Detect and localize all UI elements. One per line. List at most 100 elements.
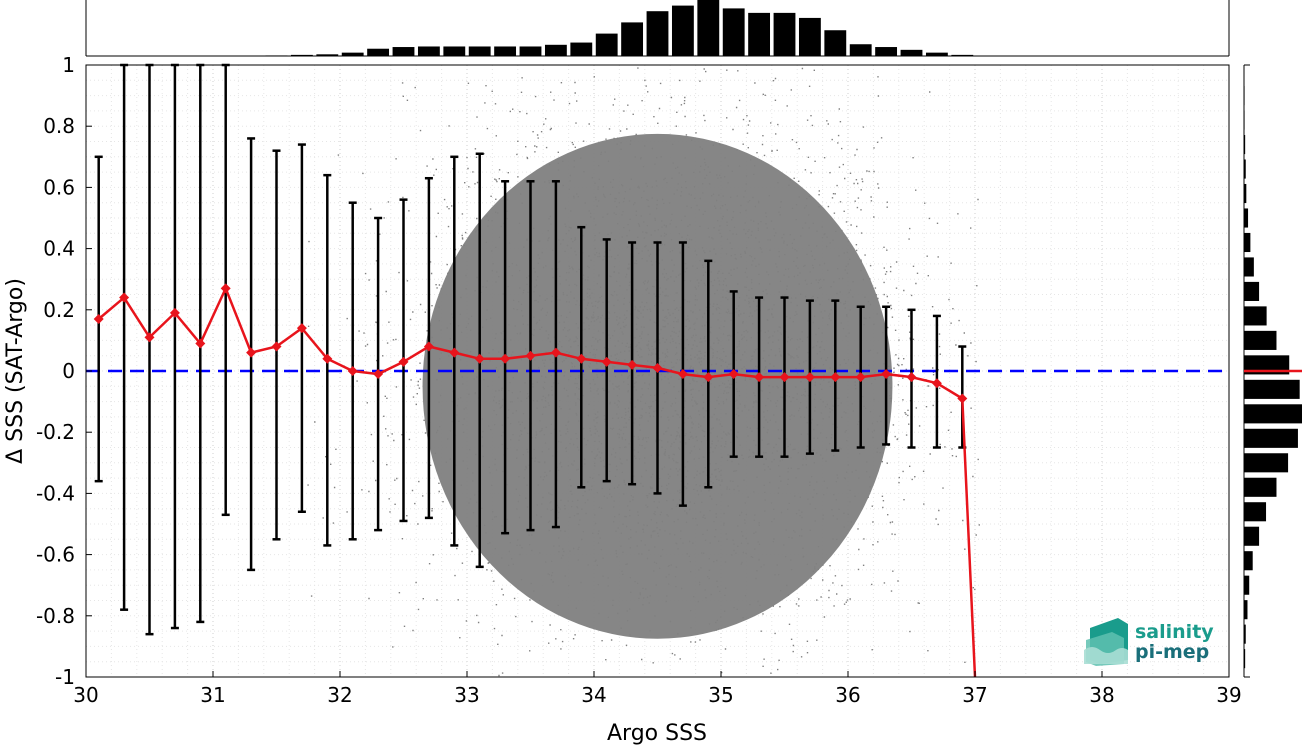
top-hist-bar: [265, 55, 288, 56]
mean-marker: [931, 378, 942, 389]
logo-text-salinity: salinity: [1135, 621, 1214, 643]
top-histogram: [85, 0, 1230, 57]
right-histogram: [1243, 64, 1302, 678]
y-ticks: 1 0.8 0.6 0.4 0.2 0 -0.2 -0.4 -0.6 -0.8 -1: [36, 53, 92, 689]
top-hist-bar: [367, 48, 390, 56]
binned-mean-markers: [93, 283, 968, 404]
top-hist-bar: [900, 49, 923, 56]
y-tick-label: 0.6: [43, 175, 75, 199]
mean-marker: [169, 307, 180, 318]
mean-marker: [754, 372, 765, 383]
right-hist-bar: [1244, 306, 1267, 326]
top-hist-bar: [798, 17, 821, 57]
mean-marker: [855, 372, 866, 383]
top-hist-bar: [671, 5, 694, 57]
y-tick-label: 0.8: [43, 114, 75, 138]
top-hist-bar: [468, 46, 491, 56]
right-hist-bar: [1244, 159, 1246, 179]
x-tick-label: 35: [708, 683, 733, 707]
top-hist-bar: [595, 33, 618, 56]
right-hist-bar: [1244, 404, 1302, 424]
mean-marker: [195, 338, 206, 349]
top-hist-bar: [417, 46, 440, 56]
top-hist-bar: [824, 30, 847, 56]
mean-marker: [373, 369, 384, 380]
y-tick-label: -0.2: [36, 420, 75, 444]
mean-marker: [550, 347, 561, 358]
right-hist-bar: [1244, 208, 1249, 228]
mean-marker: [830, 372, 841, 383]
top-hist-bar: [494, 46, 517, 56]
mean-marker: [449, 347, 460, 358]
x-tick-label: 37: [962, 683, 987, 707]
y-tick-label: 0: [62, 359, 75, 383]
right-hist-bar: [1244, 502, 1267, 522]
top-hist-bar: [341, 52, 364, 56]
top-hist-bar: [722, 8, 745, 56]
top-hist-bar: [544, 44, 567, 56]
y-tick-label: -0.6: [36, 543, 75, 567]
right-hist-bar: [1244, 135, 1246, 155]
mean-marker: [652, 362, 663, 373]
top-hist-bar: [316, 54, 339, 56]
mean-marker: [398, 356, 409, 367]
x-tick-label: 36: [835, 683, 860, 707]
right-hist-bar: [1244, 330, 1277, 350]
top-hist-bar: [392, 47, 415, 56]
mean-marker: [728, 369, 739, 380]
x-tick-label: 39: [1216, 683, 1241, 707]
mean-marker: [322, 353, 333, 364]
x-tick-label: 38: [1089, 683, 1114, 707]
mean-marker: [601, 356, 612, 367]
right-hist-bar: [1244, 453, 1289, 473]
right-hist-bar: [1244, 355, 1290, 375]
mean-marker: [779, 372, 790, 383]
mean-marker: [525, 350, 536, 361]
mean-marker: [677, 369, 688, 380]
salinity-pi-mep-logo: salinity pi-mep: [1084, 618, 1214, 666]
y-tick-label: 0.2: [43, 298, 75, 322]
mean-marker: [423, 341, 434, 352]
mean-marker: [119, 292, 130, 303]
mean-marker: [576, 353, 587, 364]
top-hist-bar: [773, 12, 796, 56]
top-hist-bar: [951, 54, 974, 56]
right-hist-bar: [1244, 624, 1246, 644]
x-tick-label: 33: [454, 683, 479, 707]
mean-marker: [703, 372, 714, 383]
top-hist-bar: [621, 22, 644, 56]
right-hist-bar: [1244, 257, 1254, 277]
top-hist-bar: [697, 0, 720, 56]
right-hist-bar: [1244, 477, 1277, 497]
mean-marker: [144, 332, 155, 343]
mean-marker: [881, 369, 892, 380]
right-hist-bar: [1244, 551, 1253, 571]
mean-marker: [474, 353, 485, 364]
top-hist-bar: [290, 54, 313, 56]
x-axis-label: Argo SSS: [607, 721, 707, 746]
mean-marker: [271, 341, 282, 352]
x-tick-label: 34: [581, 683, 606, 707]
top-hist-bar: [875, 47, 898, 56]
right-hist-bar: [1244, 232, 1251, 253]
mean-marker: [347, 366, 358, 376]
top-hist-bar: [748, 12, 771, 56]
top-hist-bar: [646, 11, 669, 56]
x-tick-label: 30: [73, 683, 98, 707]
mean-marker: [906, 372, 917, 383]
right-hist-bar: [1244, 183, 1247, 204]
y-axis-label: Δ SSS (SAT-Argo): [3, 278, 28, 464]
top-hist-bar: [925, 52, 948, 56]
logo-icon: [1084, 618, 1128, 666]
right-hist-bar: [1244, 428, 1298, 448]
y-tick-label: -0.8: [36, 604, 75, 628]
y-tick-label: 1: [62, 53, 75, 77]
y-tick-label: 0.4: [43, 237, 75, 261]
right-hist-bar: [1244, 649, 1246, 669]
grid: [85, 64, 1230, 678]
mean-marker: [220, 283, 231, 294]
right-hist-bar: [1244, 281, 1260, 301]
mean-marker: [957, 393, 968, 404]
logo-text-pi-mep: pi-mep: [1135, 641, 1209, 663]
top-hist-bar: [849, 44, 872, 56]
